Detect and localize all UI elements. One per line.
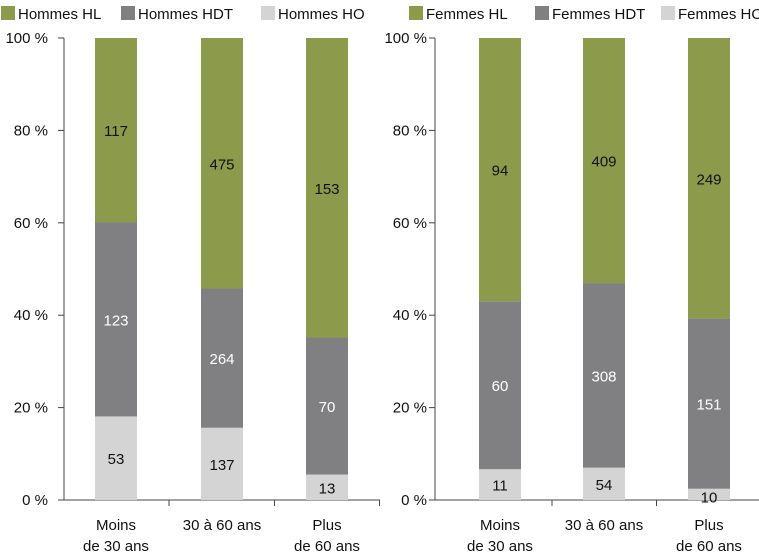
- y-tick-label: 0 %: [401, 492, 427, 509]
- legend-item-hommes-hdt: Hommes HDT: [121, 6, 233, 23]
- bar-hommes-ho-2: [201, 427, 243, 500]
- legend-swatch: [409, 6, 423, 20]
- x-tick-label-line: de 60 ans: [294, 538, 360, 555]
- x-tick-label: 30 à 60 ans: [565, 517, 643, 534]
- bar-hommes-hdt-3: [306, 337, 348, 475]
- legend-item-hommes-ho: Hommes HO: [261, 6, 365, 23]
- x-tick-label: Moins de 30 ans: [467, 517, 533, 555]
- bar-hommes-hl-1: [95, 38, 137, 223]
- legend-swatch: [535, 6, 549, 20]
- legend-label: Hommes HO: [278, 6, 365, 23]
- y-tick-label: 0 %: [22, 492, 48, 509]
- data-label: 308: [591, 368, 616, 385]
- legend-item-femmes-hdt: Femmes HDT: [535, 6, 645, 23]
- x-tick-label: Moins de 30 ans: [83, 517, 149, 555]
- data-label: 10: [701, 490, 718, 507]
- x-tick-label-line: Moins: [480, 517, 520, 534]
- bar-hommes-ho-3: [306, 474, 348, 500]
- data-label: 409: [591, 154, 616, 171]
- data-label: 475: [209, 156, 234, 173]
- x-tick-label-line: de 30 ans: [467, 538, 533, 555]
- bar-femmes-hdt-1: [479, 301, 521, 470]
- y-tick-label: 20 %: [393, 400, 427, 417]
- legend-label: Femmes HL: [426, 6, 508, 23]
- legend-swatch: [121, 6, 135, 20]
- y-tick-label: 60 %: [393, 215, 427, 232]
- y-tick-label: 20 %: [14, 400, 48, 417]
- x-tick-label-line: 30 à 60 ans: [183, 517, 261, 534]
- data-label: 70: [319, 399, 336, 416]
- y-tick-label: 100 %: [384, 30, 427, 47]
- legend-label: Femmes HO: [678, 6, 759, 23]
- data-label: 264: [209, 351, 234, 368]
- x-tick-label-line: Moins: [96, 517, 136, 534]
- chart-2: Femmes HL Femmes HDT Femmes HO 0 % 20 % 40 % 6…: [384, 6, 759, 555]
- x-tick-label: 30 à 60 ans: [183, 517, 261, 534]
- y-tick-label: 80 %: [393, 122, 427, 139]
- data-label: 249: [696, 171, 721, 188]
- legend-label: Hommes HDT: [138, 6, 233, 23]
- bar-hommes-hl-2: [201, 38, 243, 289]
- legend-swatch: [1, 6, 15, 20]
- y-tick-label: 60 %: [14, 215, 48, 232]
- y-tick-label: 100 %: [5, 30, 48, 47]
- y-tick-label: 80 %: [14, 122, 48, 139]
- bar-femmes-hl-3: [688, 38, 730, 319]
- legend-item-hommes-hl: Hommes HL: [1, 6, 101, 23]
- y-tick-label: 40 %: [393, 307, 427, 324]
- bar-hommes-hdt-2: [201, 288, 243, 428]
- bar-femmes-ho-3: [688, 488, 730, 500]
- bar-femmes-ho-1: [479, 469, 521, 500]
- x-tick-label-line: de 60 ans: [676, 538, 742, 555]
- data-label: 153: [314, 181, 339, 198]
- legend-swatch: [261, 6, 275, 20]
- data-label: 151: [696, 397, 721, 414]
- bar-hommes-hl-3: [306, 38, 348, 338]
- bar-femmes-hdt-3: [688, 318, 730, 489]
- data-label: 123: [103, 312, 128, 329]
- legend-label: Femmes HDT: [552, 6, 645, 23]
- legend-label: Hommes HL: [18, 6, 101, 23]
- bar-femmes-hl-1: [479, 38, 521, 302]
- data-label: 60: [492, 378, 509, 395]
- data-label: 137: [209, 457, 234, 474]
- bar-hommes-hdt-1: [95, 222, 137, 417]
- x-tick-label-line: Plus: [312, 517, 341, 534]
- x-tick-label: Plus de 60 ans: [676, 517, 742, 555]
- data-label: 117: [104, 123, 128, 140]
- x-tick-label-line: de 30 ans: [83, 538, 149, 555]
- x-tick-label-line: Plus: [694, 517, 723, 534]
- bar-femmes-hdt-2: [583, 283, 625, 468]
- bar-hommes-ho-1: [95, 416, 137, 500]
- y-tick-label: 40 %: [14, 307, 48, 324]
- data-label: 11: [492, 478, 508, 495]
- data-label: 53: [108, 451, 125, 468]
- bar-femmes-hl-2: [583, 38, 625, 284]
- legend-item-femmes-hl: Femmes HL: [409, 6, 508, 23]
- legend-swatch: [661, 6, 675, 20]
- data-label: 54: [596, 477, 613, 494]
- bar-femmes-ho-2: [583, 467, 625, 500]
- data-label: 13: [319, 480, 336, 497]
- x-tick-label: Plus de 60 ans: [294, 517, 360, 555]
- x-tick-label-line: 30 à 60 ans: [565, 517, 643, 534]
- data-label: 94: [492, 163, 509, 180]
- chart-1: Hommes HL Hommes HDT Hommes HO 0 % 20 % 40 % 6…: [1, 6, 380, 555]
- legend-item-femmes-ho: Femmes HO: [661, 6, 759, 23]
